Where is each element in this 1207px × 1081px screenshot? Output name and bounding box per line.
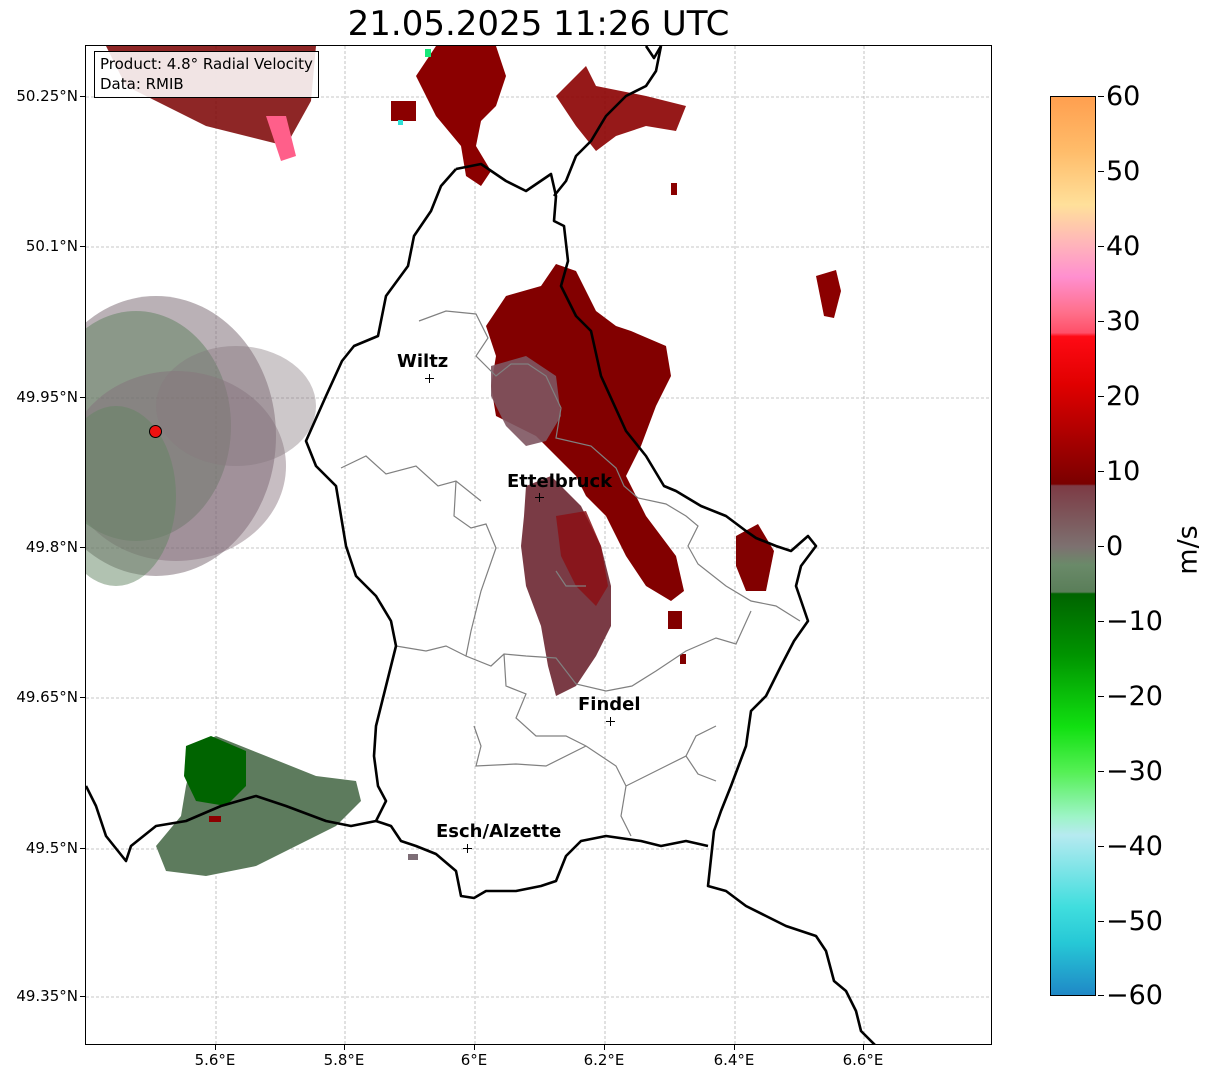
colorbar-tick — [1098, 471, 1104, 472]
lon-tickmark — [863, 1045, 864, 1050]
echo-near-radar — [86, 296, 316, 586]
lat-tickmark — [80, 697, 85, 698]
colorbar-tick-label: 40 — [1106, 231, 1141, 262]
colorbar-tick-label: −20 — [1106, 681, 1163, 712]
national-border — [86, 46, 876, 1044]
colorbar-tick-label: 0 — [1106, 531, 1124, 562]
colorbar-tick-label: −40 — [1106, 831, 1163, 862]
colorbar-tick — [1098, 171, 1104, 172]
colorbar-tick-label: −30 — [1106, 756, 1163, 787]
lat-tickmark — [80, 547, 85, 548]
lat-tick-label: 49.35°N — [16, 987, 78, 1005]
commune-boundaries — [340, 310, 801, 837]
lat-tick-label: 49.65°N — [16, 688, 78, 706]
data-source-label: Data: RMIB — [100, 75, 184, 93]
lat-tick-label: 49.8°N — [25, 538, 78, 556]
lon-tickmark — [734, 1045, 735, 1050]
city-label-wiltz: Wiltz — [397, 351, 449, 372]
colorbar-unit-label: m/s — [1172, 525, 1204, 575]
colorbar-tick — [1098, 621, 1104, 622]
echo-top-center — [391, 46, 686, 195]
product-label: Product: 4.8° Radial Velocity — [100, 55, 313, 73]
product-info-box: Product: 4.8° Radial Velocity Data: RMIB — [94, 51, 319, 98]
map-title: 21.05.2025 11:26 UTC — [347, 4, 730, 44]
lon-tickmark — [474, 1045, 475, 1050]
colorbar-tick — [1098, 921, 1104, 922]
colorbar-tick-label: −10 — [1106, 606, 1163, 637]
colorbar-tick — [1098, 96, 1104, 97]
colorbar-tick — [1098, 696, 1104, 697]
echo-southwest — [156, 736, 418, 876]
lat-tick-label: 49.95°N — [16, 388, 78, 406]
colorbar-tick — [1098, 771, 1104, 772]
colorbar-gradient — [1051, 97, 1095, 995]
city-marker-esch-alzette[interactable] — [463, 844, 472, 853]
lon-tickmark — [604, 1045, 605, 1050]
colorbar-tick — [1098, 846, 1104, 847]
lat-tick-label: 50.1°N — [25, 237, 78, 255]
echo-right-small — [816, 270, 841, 318]
lon-tick-label: 6°E — [460, 1051, 488, 1069]
colorbar-tick-label: 10 — [1106, 456, 1141, 487]
lon-tick-label: 5.8°E — [323, 1051, 365, 1069]
colorbar-tick — [1098, 995, 1104, 996]
colorbar-tick — [1098, 321, 1104, 322]
lat-tickmark — [80, 96, 85, 97]
lat-tick-label: 50.25°N — [16, 87, 78, 105]
colorbar-tick-label: 50 — [1106, 156, 1141, 187]
colorbar-unit-container: m/s — [1169, 520, 1204, 580]
lon-tick-label: 6.4°E — [713, 1051, 755, 1069]
colorbar-tick — [1098, 546, 1104, 547]
colorbar-tick-label: −60 — [1106, 980, 1163, 1011]
radar-map-canvas — [86, 46, 991, 1044]
colorbar-tick-label: 20 — [1106, 381, 1141, 412]
lat-tickmark — [80, 246, 85, 247]
city-marker-ettelbruck[interactable] — [535, 493, 544, 502]
radar-site-marker[interactable] — [149, 425, 162, 438]
colorbar-tick — [1098, 396, 1104, 397]
map-area[interactable] — [85, 45, 992, 1045]
city-label-esch-alzette: Esch/Alzette — [436, 821, 562, 842]
velocity-colorbar — [1050, 96, 1096, 996]
city-marker-wiltz[interactable] — [425, 374, 434, 383]
colorbar-tick-label: 30 — [1106, 306, 1141, 337]
lon-tickmark — [344, 1045, 345, 1050]
colorbar-tick-label: −50 — [1106, 906, 1163, 937]
lon-tick-label: 6.2°E — [583, 1051, 625, 1069]
lon-tickmark — [215, 1045, 216, 1050]
lat-tick-label: 49.5°N — [25, 839, 78, 857]
city-label-ettelbruck: Ettelbruck — [507, 471, 613, 492]
lon-tick-label: 6.6°E — [842, 1051, 884, 1069]
colorbar-tick-label: 60 — [1106, 81, 1141, 112]
lat-tickmark — [80, 996, 85, 997]
city-marker-findel[interactable] — [606, 717, 615, 726]
lon-tick-label: 5.6°E — [194, 1051, 236, 1069]
city-label-findel: Findel — [578, 694, 641, 715]
lat-tickmark — [80, 848, 85, 849]
lat-tickmark — [80, 397, 85, 398]
colorbar-tick — [1098, 246, 1104, 247]
